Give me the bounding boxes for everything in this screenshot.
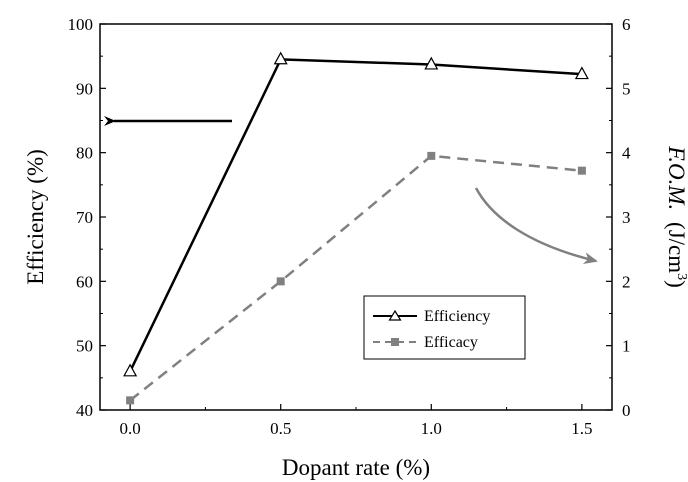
y2-title-unit: (J/cm [664, 222, 688, 273]
series-line-efficacy [129, 154, 583, 402]
data-point-efficiency [273, 51, 288, 65]
y2-title-italic: F.O.M. [664, 145, 688, 210]
right-pointing-arrow [474, 187, 598, 265]
y2-title-close: ) [664, 280, 688, 288]
y-left-tick-label: 40 [76, 401, 93, 420]
data-point-efficiency [574, 66, 589, 80]
y-left-tick-label: 100 [68, 15, 94, 34]
data-point-efficiency [123, 363, 138, 377]
y-right-tick-label: 5 [622, 79, 631, 98]
x-tick-label: 0.0 [119, 419, 140, 438]
data-point-efficacy [276, 277, 285, 286]
y-right-tick-label: 4 [622, 144, 631, 163]
y-left-tick-label: 60 [76, 272, 93, 291]
x-tick-label: 1.5 [571, 419, 592, 438]
y-right-tick-label: 2 [622, 272, 631, 291]
x-tick-label: 1.0 [421, 419, 442, 438]
series-layer [123, 51, 589, 405]
y-right-tick-label: 0 [622, 401, 631, 420]
data-point-efficacy [126, 396, 135, 405]
y-right-tick-label: 1 [622, 337, 631, 356]
y-right-tick-label: 3 [622, 208, 631, 227]
y2-title-sup: 3 [674, 273, 688, 280]
data-point-efficiency [424, 56, 439, 70]
y-left-tick-label: 80 [76, 144, 93, 163]
legend-efficiency-label: Efficiency [424, 308, 490, 325]
data-point-efficacy [577, 166, 586, 175]
x-axis-title: Dopant rate (%) [282, 455, 430, 480]
legend-efficacy-marker [391, 338, 399, 346]
legend-box [363, 295, 526, 360]
x-tick-label: 0.5 [270, 419, 291, 438]
y-axis-right-title: F.O.M. (J/cm3) [664, 145, 688, 288]
series-line-efficiency [128, 58, 582, 372]
data-point-efficacy [427, 151, 436, 160]
y-axis-right-ticks: 0 1 2 3 4 5 6 [606, 15, 631, 420]
x-axis-ticks: 0.0 0.5 1.0 1.5 [119, 404, 593, 438]
legend-efficacy-label: Efficacy [424, 334, 478, 351]
y-axis-left-ticks: 40 50 60 70 80 90 100 [68, 15, 106, 420]
y-right-tick-label: 6 [622, 15, 631, 34]
y-left-tick-label: 90 [76, 79, 93, 98]
y-left-tick-label: 50 [76, 337, 93, 356]
legend: Efficiency Efficacy [363, 295, 526, 360]
legend-efficiency-marker [388, 309, 402, 321]
y-left-tick-label: 70 [76, 208, 93, 227]
y-axis-left-title: Efficiency (%) [23, 149, 48, 285]
